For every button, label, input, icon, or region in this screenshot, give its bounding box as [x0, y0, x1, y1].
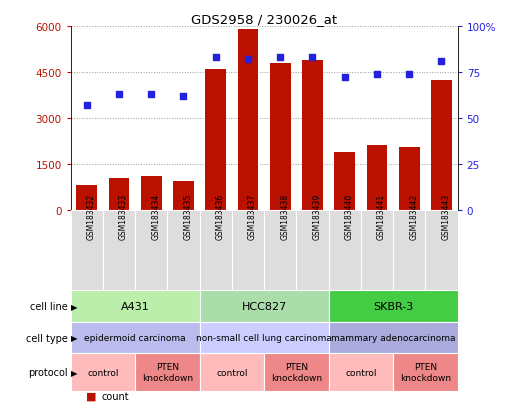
Point [309, 55, 317, 62]
Bar [431, 81, 452, 210]
Bar [200, 210, 232, 291]
Text: GSM183432: GSM183432 [87, 194, 96, 240]
Bar [141, 177, 162, 210]
Bar [200, 322, 328, 354]
Bar [108, 178, 130, 210]
Text: GSM183436: GSM183436 [216, 194, 225, 240]
Text: GSM183437: GSM183437 [248, 194, 257, 240]
Text: PTEN
knockdown: PTEN knockdown [271, 363, 322, 382]
Bar [264, 354, 328, 391]
Bar [71, 291, 200, 322]
Text: ▶: ▶ [71, 302, 77, 311]
Bar [200, 291, 328, 322]
Text: PTEN
knockdown: PTEN knockdown [400, 363, 451, 382]
Text: GSM183441: GSM183441 [377, 194, 386, 240]
Text: GSM183439: GSM183439 [313, 194, 322, 240]
Bar [425, 210, 458, 291]
Text: control: control [87, 368, 119, 377]
Point [115, 91, 123, 98]
Bar [103, 210, 135, 291]
Text: GSM183433: GSM183433 [119, 194, 128, 240]
Bar [399, 147, 420, 210]
Text: protocol: protocol [28, 367, 67, 377]
Point [405, 71, 413, 78]
Text: GSM183443: GSM183443 [441, 194, 450, 240]
Text: cell line: cell line [30, 301, 67, 311]
Bar [393, 210, 425, 291]
Text: GSM183440: GSM183440 [345, 194, 354, 240]
Bar [135, 210, 167, 291]
Point [179, 93, 188, 100]
Bar [334, 152, 355, 210]
Bar [297, 210, 328, 291]
Bar [328, 291, 458, 322]
Bar [71, 354, 135, 391]
Point [276, 55, 285, 62]
Bar [76, 186, 97, 210]
Title: GDS2958 / 230026_at: GDS2958 / 230026_at [191, 13, 337, 26]
Text: count: count [101, 391, 129, 401]
Bar [173, 181, 194, 210]
Bar [167, 210, 200, 291]
Text: GSM183442: GSM183442 [409, 194, 418, 240]
Bar [302, 60, 323, 210]
Text: non-small cell lung carcinoma: non-small cell lung carcinoma [196, 333, 332, 342]
Point [244, 57, 252, 63]
Point [211, 55, 220, 62]
Text: HCC827: HCC827 [242, 301, 287, 311]
Bar [270, 64, 291, 210]
Point [437, 58, 446, 65]
Text: ▶: ▶ [71, 333, 77, 342]
Text: PTEN
knockdown: PTEN knockdown [142, 363, 193, 382]
Bar [367, 146, 388, 210]
Text: ■: ■ [86, 391, 97, 401]
Bar [328, 322, 458, 354]
Bar [393, 354, 458, 391]
Bar [264, 210, 297, 291]
Bar [200, 354, 264, 391]
Bar [237, 30, 258, 210]
Text: ▶: ▶ [71, 368, 77, 377]
Bar [205, 70, 226, 210]
Text: SKBR-3: SKBR-3 [373, 301, 413, 311]
Text: GSM183438: GSM183438 [280, 194, 289, 240]
Text: control: control [345, 368, 377, 377]
Text: A431: A431 [121, 301, 150, 311]
Bar [135, 354, 200, 391]
Point [147, 91, 155, 98]
Point [373, 71, 381, 78]
Bar [71, 210, 103, 291]
Text: GSM183434: GSM183434 [151, 194, 160, 240]
Text: control: control [216, 368, 247, 377]
Text: epidermoid carcinoma: epidermoid carcinoma [84, 333, 186, 342]
Bar [328, 210, 361, 291]
Bar [361, 210, 393, 291]
Bar [71, 322, 200, 354]
Text: GSM183435: GSM183435 [184, 194, 192, 240]
Bar [232, 210, 264, 291]
Text: cell type: cell type [26, 333, 67, 343]
Point [340, 75, 349, 81]
Text: mammary adenocarcinoma: mammary adenocarcinoma [331, 333, 456, 342]
Point [83, 102, 91, 109]
Bar [328, 354, 393, 391]
